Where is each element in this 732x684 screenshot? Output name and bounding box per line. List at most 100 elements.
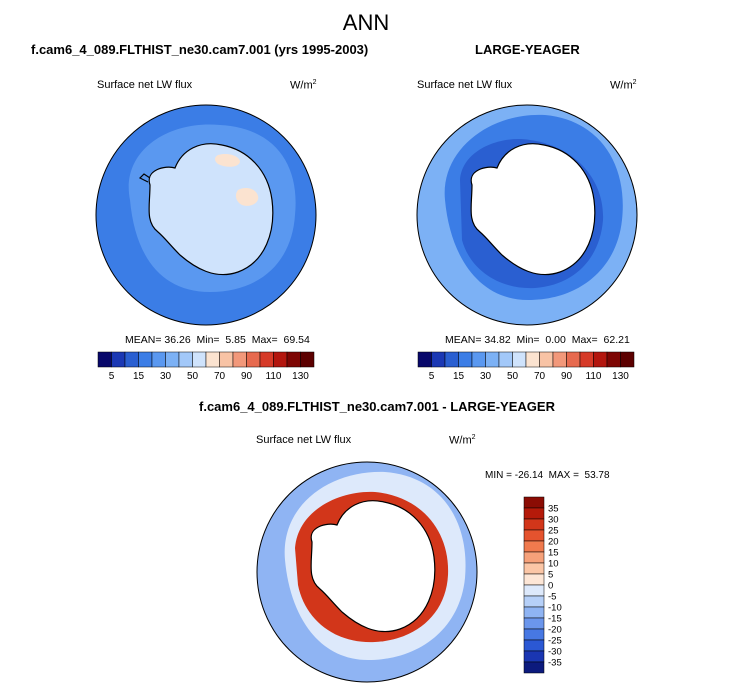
colorbar-swatch [444, 351, 459, 368]
colorbar-swatch [286, 351, 301, 368]
colorbar-tick-label: 70 [214, 371, 226, 382]
panel1-coastline [138, 143, 274, 276]
colorbar-swatch [512, 351, 527, 368]
colorbar-tick-label: 15 [453, 371, 465, 382]
colorbar-tick-label: 15 [548, 548, 559, 559]
panel1-antarctica [149, 143, 273, 275]
panel1-units: W/m2 [290, 79, 317, 92]
colorbar-tick-label: -10 [548, 603, 562, 614]
colorbar-swatch [192, 351, 207, 368]
colorbar-tick-label: 0 [548, 581, 553, 592]
colorbar-tick-label: 110 [266, 371, 282, 382]
colorbar-tick-label: 110 [586, 371, 602, 382]
colorbar-tick-label: 130 [612, 371, 629, 382]
colorbar-swatch [178, 351, 193, 368]
colorbar-swatch [246, 351, 261, 368]
panel1-stats: MEAN= 36.26 Min= 5.85 Max= 69.54 [125, 334, 310, 346]
panel1-plateau-high [235, 188, 259, 206]
panel1-colorbar-ticks: 5 15 30 50 70 90 110 130 [109, 371, 310, 382]
colorbar-swatch [523, 639, 545, 652]
colorbar-tick-label: 35 [548, 504, 559, 515]
panel2-colorbar [417, 351, 635, 368]
colorbar-tick-label: 5 [429, 371, 435, 382]
colorbar-swatch [552, 351, 567, 368]
colorbar-swatch [523, 518, 545, 531]
colorbar-swatch [273, 351, 288, 368]
colorbar-swatch [458, 351, 473, 368]
colorbar-tick-label: 30 [548, 515, 559, 526]
colorbar-swatch [620, 351, 635, 368]
colorbar-swatch [523, 617, 545, 630]
panel3-colorbar [523, 496, 545, 674]
colorbar-swatch [523, 628, 545, 641]
colorbar-swatch [593, 351, 608, 368]
colorbar-swatch [97, 351, 112, 368]
colorbar-tick-label: 5 [109, 371, 115, 382]
colorbar-tick-label: 30 [480, 371, 492, 382]
figure-title: ANN [342, 10, 390, 35]
colorbar-swatch [431, 351, 446, 368]
colorbar-tick-label: 20 [548, 537, 559, 548]
colorbar-tick-label: -25 [548, 636, 562, 647]
colorbar-tick-label: 130 [292, 371, 309, 382]
colorbar-swatch [165, 351, 180, 368]
colorbar-tick-label: 15 [133, 371, 145, 382]
colorbar-tick-label: -35 [548, 658, 562, 669]
panel2-border [416, 104, 638, 326]
colorbar-swatch [523, 573, 545, 586]
colorbar-tick-label: -5 [548, 592, 556, 603]
panel1-map [96, 105, 316, 325]
panel2-antarctica [470, 143, 596, 276]
colorbar-tick-label: 70 [534, 371, 546, 382]
colorbar-swatch [523, 507, 545, 520]
colorbar-swatch [523, 540, 545, 553]
panel3-stats: MIN = -26.14 MAX = 53.78 [485, 470, 610, 481]
colorbar-swatch [566, 351, 581, 368]
colorbar-swatch [232, 351, 247, 368]
colorbar-swatch [417, 351, 432, 368]
panel3-antarctica [310, 500, 436, 633]
colorbar-tick-label: 30 [160, 371, 172, 382]
colorbar-swatch [523, 661, 545, 674]
panel3-variable: Surface net LW flux [256, 434, 352, 446]
colorbar-swatch [219, 351, 234, 368]
colorbar-tick-label: 90 [561, 371, 573, 382]
panel2-stats: MEAN= 34.82 Min= 0.00 Max= 62.21 [445, 334, 630, 346]
colorbar-swatch [259, 351, 274, 368]
colorbar-swatch [523, 496, 545, 509]
panel1-border [95, 104, 317, 326]
colorbar-tick-label: 10 [548, 559, 559, 570]
colorbar-tick-label: 90 [241, 371, 253, 382]
colorbar-swatch [523, 562, 545, 575]
panel2-colorbar-ticks: 5 15 30 50 70 90 110 130 [429, 371, 630, 382]
panel1-variable: Surface net LW flux [97, 79, 193, 91]
colorbar-swatch [124, 351, 139, 368]
colorbar-tick-label: 50 [507, 371, 519, 382]
panel3-title: f.cam6_4_089.FLTHIST_ne30.cam7.001 - LAR… [199, 399, 555, 414]
panel2-map [417, 105, 637, 325]
panel3-units: W/m2 [449, 434, 476, 447]
colorbar-swatch [523, 606, 545, 619]
colorbar-tick-label: -20 [548, 625, 562, 636]
colorbar-tick-label: -15 [548, 614, 562, 625]
colorbar-swatch [138, 351, 153, 368]
panel3-border [256, 461, 478, 683]
colorbar-swatch [523, 551, 545, 564]
panel1-plateau-high-2 [215, 153, 240, 167]
panel2-units: W/m2 [610, 79, 637, 92]
panel2-variable: Surface net LW flux [417, 79, 513, 91]
colorbar-swatch [205, 351, 220, 368]
colorbar-swatch [523, 529, 545, 542]
colorbar-swatch [471, 351, 486, 368]
colorbar-swatch [523, 584, 545, 597]
colorbar-swatch [525, 351, 540, 368]
colorbar-swatch [485, 351, 500, 368]
panel2-title: LARGE-YEAGER [475, 42, 580, 57]
colorbar-swatch [300, 351, 315, 368]
colorbar-swatch [579, 351, 594, 368]
colorbar-tick-label: 50 [187, 371, 199, 382]
panel3-map [257, 462, 477, 682]
colorbar-tick-label: -30 [548, 647, 562, 658]
colorbar-swatch [606, 351, 621, 368]
